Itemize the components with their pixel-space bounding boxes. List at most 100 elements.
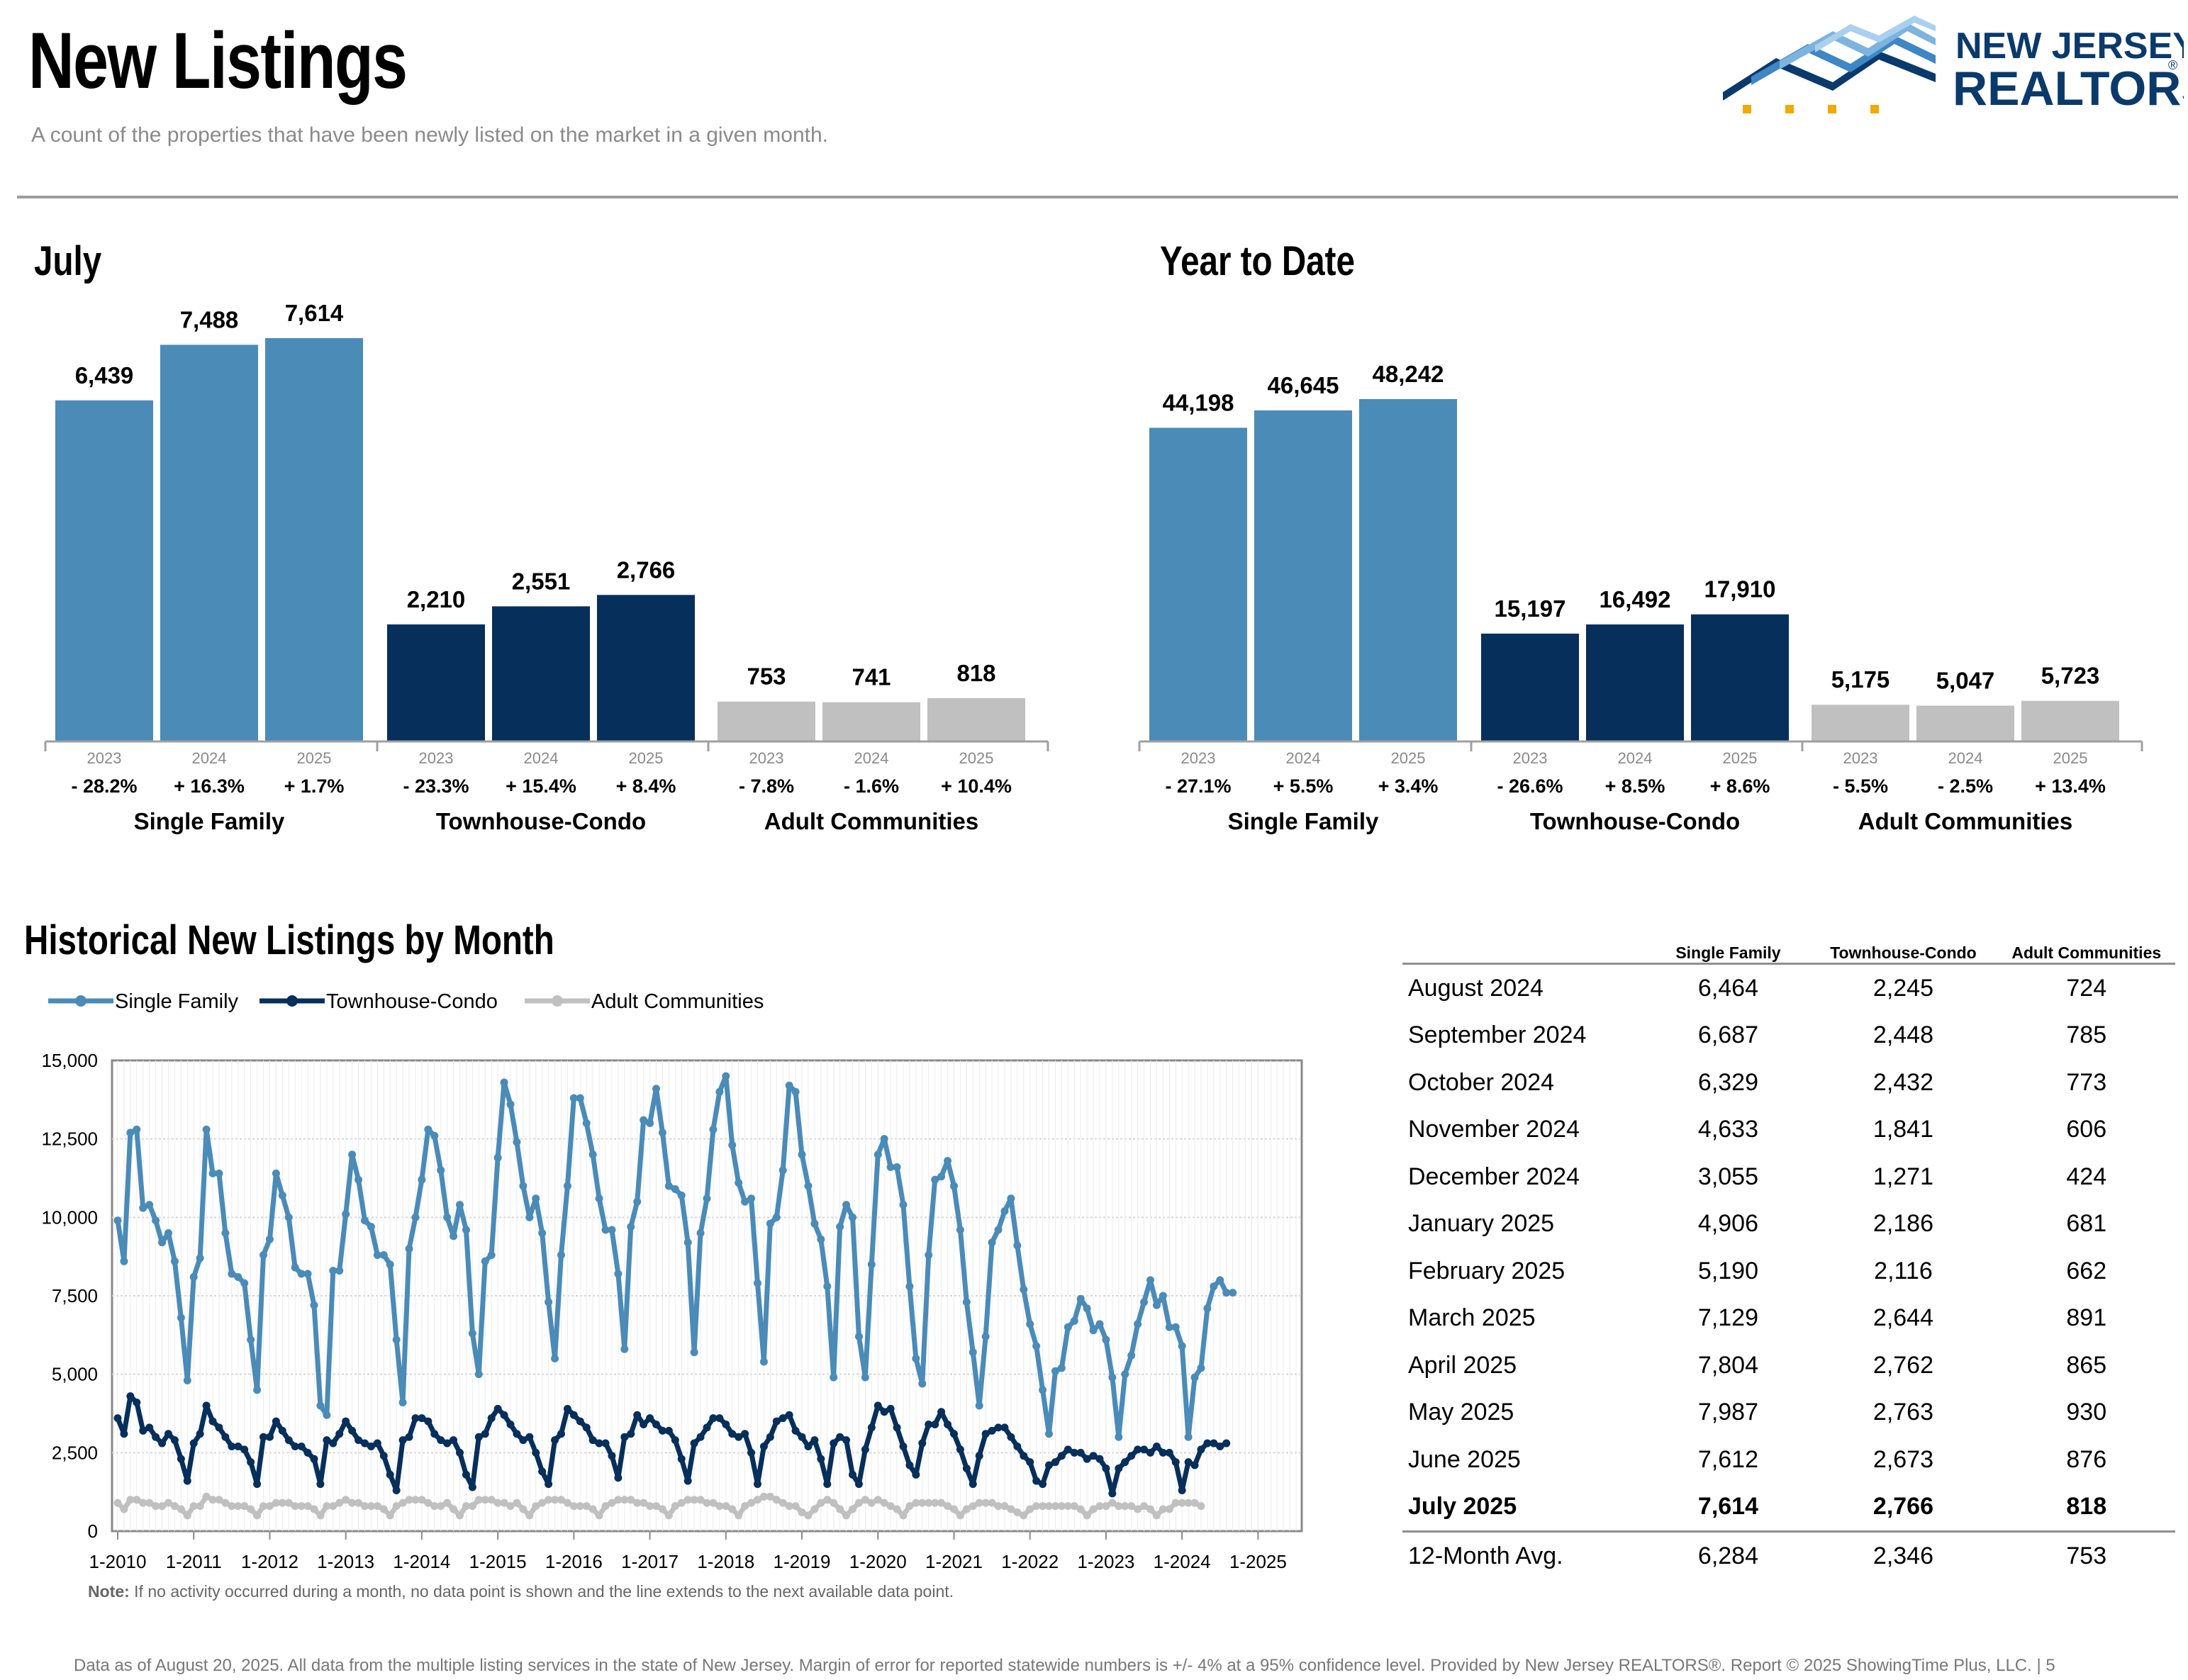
data-point xyxy=(759,1357,768,1366)
data-point xyxy=(1140,1502,1149,1511)
data-point xyxy=(867,1423,876,1432)
data-point xyxy=(513,1499,521,1507)
data-point xyxy=(620,1496,629,1504)
data-point xyxy=(139,1204,147,1212)
data-point xyxy=(278,1499,286,1507)
data-point xyxy=(994,1502,1003,1511)
data-point xyxy=(177,1314,185,1322)
data-point xyxy=(595,1511,603,1520)
data-point xyxy=(316,1480,325,1489)
row-value: 5,190 xyxy=(1697,1257,1758,1284)
data-point xyxy=(183,1511,191,1520)
data-point xyxy=(493,1153,502,1162)
data-point xyxy=(1134,1320,1142,1328)
table-header-single-family: Single Family xyxy=(1647,934,1809,965)
data-point xyxy=(240,1279,249,1287)
row-value: 2,763 xyxy=(1872,1399,1933,1426)
logo-line1: NEW JERSEY xyxy=(1955,26,2184,67)
data-point xyxy=(1083,1511,1091,1520)
data-point xyxy=(798,1508,806,1516)
data-point xyxy=(1197,1364,1205,1372)
data-point xyxy=(481,1496,489,1504)
data-point xyxy=(823,1496,832,1504)
data-point xyxy=(956,1226,964,1234)
data-point xyxy=(189,1272,198,1281)
data-point xyxy=(893,1163,901,1172)
bar-change-label: - 2.5% xyxy=(1938,775,1993,797)
data-point xyxy=(664,1511,673,1520)
data-point xyxy=(576,1417,584,1426)
data-point xyxy=(342,1496,350,1504)
data-point xyxy=(329,1439,337,1447)
row-value: 1,841 xyxy=(1872,1116,1933,1143)
data-point xyxy=(1083,1304,1091,1313)
bar-year-label: 2024 xyxy=(192,749,227,767)
data-point xyxy=(113,1499,122,1507)
data-point xyxy=(1140,1445,1149,1454)
data-point xyxy=(481,1257,489,1265)
data-point xyxy=(367,1442,375,1450)
data-point xyxy=(595,1439,603,1447)
data-point xyxy=(1127,1452,1136,1460)
data-point xyxy=(912,1470,920,1479)
data-point xyxy=(652,1502,661,1511)
data-point xyxy=(373,1439,381,1447)
y-tick-label: 10,000 xyxy=(41,1206,98,1228)
data-point xyxy=(450,1436,458,1445)
data-point xyxy=(208,1496,217,1504)
data-point xyxy=(373,1502,381,1511)
data-point xyxy=(981,1333,990,1341)
data-point xyxy=(405,1433,413,1441)
data-point xyxy=(962,1298,971,1306)
table-row: October 2024 6,329 2,432 773 xyxy=(1402,1059,2175,1107)
data-point xyxy=(493,1499,502,1507)
data-point xyxy=(1216,1442,1224,1450)
data-point xyxy=(658,1505,666,1513)
data-point xyxy=(145,1423,154,1432)
data-point xyxy=(1108,1373,1117,1382)
data-point xyxy=(456,1201,464,1209)
data-point xyxy=(1190,1373,1199,1382)
data-point xyxy=(1000,1206,1009,1215)
data-point xyxy=(545,1496,553,1504)
row-value: 7,614 xyxy=(1647,1483,1809,1533)
data-point xyxy=(525,1433,534,1441)
data-point xyxy=(588,1505,597,1513)
bar-ytd-0-1 xyxy=(1254,410,1352,741)
data-point xyxy=(608,1499,616,1507)
data-point xyxy=(1146,1448,1154,1457)
data-point xyxy=(297,1270,306,1278)
data-point xyxy=(202,1401,211,1410)
data-point xyxy=(1051,1367,1059,1375)
data-point xyxy=(265,1502,274,1511)
data-point xyxy=(925,1499,933,1507)
data-point xyxy=(601,1226,610,1234)
data-point xyxy=(690,1439,698,1447)
bar-year-label: 2023 xyxy=(1181,749,1216,767)
data-point xyxy=(500,1078,508,1087)
data-point xyxy=(221,1499,230,1507)
data-point xyxy=(753,1496,761,1504)
bar-value-label: 7,614 xyxy=(285,300,344,326)
data-point xyxy=(126,1496,135,1504)
data-point xyxy=(1171,1458,1180,1467)
data-point xyxy=(683,1238,692,1247)
data-point xyxy=(291,1442,299,1450)
data-point xyxy=(817,1499,825,1507)
row-label: 12-Month Avg. xyxy=(1408,1542,1563,1569)
data-point xyxy=(538,1499,547,1507)
data-point xyxy=(861,1445,869,1454)
data-point xyxy=(272,1417,280,1426)
data-point xyxy=(450,1505,458,1513)
data-point xyxy=(595,1194,603,1203)
data-point xyxy=(291,1502,299,1511)
table-header-blank xyxy=(1402,934,1648,965)
x-tick-label: 1-2013 xyxy=(317,1551,374,1572)
data-point xyxy=(944,1420,952,1428)
data-point xyxy=(170,1257,179,1265)
data-point xyxy=(912,1499,920,1507)
data-point xyxy=(823,1282,832,1291)
x-tick-label: 1-2012 xyxy=(241,1551,298,1572)
row-label: July 2025 xyxy=(1402,1483,1648,1533)
row-value: 2,448 xyxy=(1872,1021,1933,1049)
